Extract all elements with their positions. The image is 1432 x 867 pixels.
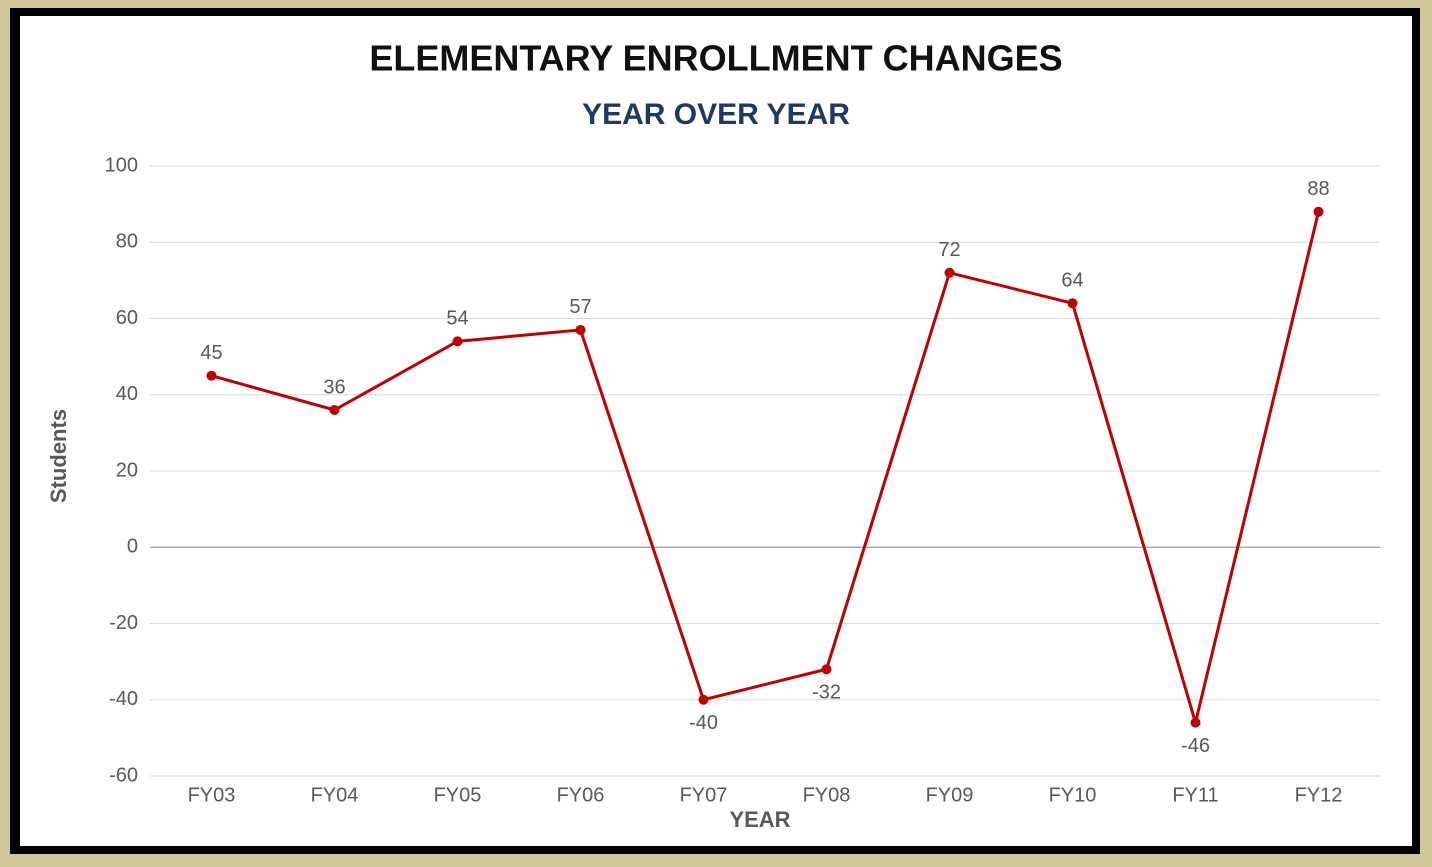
point (821, 664, 832, 675)
point (206, 370, 217, 381)
point (329, 405, 340, 415)
line (211, 211, 1320, 729)
x-tick-label: FY08 (803, 784, 851, 806)
x-tick-label: FY05 (434, 784, 482, 806)
point (452, 336, 463, 347)
y-tick-label: -20 (109, 612, 138, 634)
y-tick-label: -40 (109, 688, 138, 710)
y-tick-label: 20 (116, 459, 138, 481)
y-axis-title: Students (46, 409, 71, 503)
point (575, 324, 586, 335)
data-label: 36 (323, 376, 345, 398)
chart: ELEMENTARY ENROLLMENT CHANGES YEAR OVER … (20, 16, 1412, 846)
data-label: -40 (689, 712, 718, 734)
point (698, 694, 709, 705)
point (1067, 298, 1078, 309)
data-label: 54 (446, 308, 468, 330)
y-tick-label: -60 (109, 764, 138, 786)
x-tick-label: FY07 (680, 784, 728, 806)
point (1313, 206, 1324, 217)
chart-subtitle: YEAR OVER YEAR (582, 98, 850, 131)
data-label: -32 (812, 682, 841, 704)
x-tick-label: FY09 (926, 784, 974, 806)
x-tick-label: FY10 (1049, 784, 1097, 806)
data-label: 64 (1061, 270, 1083, 292)
data-label: 72 (938, 239, 960, 261)
x-axis-title: YEAR (729, 807, 790, 832)
y-tick-label: 80 (116, 231, 138, 253)
x-tick-label: FY12 (1295, 784, 1343, 806)
x-tick-label: FY11 (1172, 784, 1218, 806)
y-tick-label: 40 (116, 383, 138, 405)
x-tick-label: FY06 (557, 784, 605, 806)
y-tick-label: 0 (127, 536, 138, 558)
y-tick-label: 60 (116, 307, 138, 329)
chart-title: ELEMENTARY ENROLLMENT CHANGES (369, 38, 1062, 79)
data-label: -46 (1181, 735, 1210, 757)
chart-background (20, 16, 1412, 846)
x-tick-label: FY04 (311, 784, 359, 806)
point (1190, 717, 1201, 728)
y-tick-label: 100 (105, 154, 138, 176)
point (944, 267, 955, 278)
data-label: 45 (200, 342, 222, 364)
data-label: 88 (1307, 178, 1329, 200)
data-label: 57 (569, 296, 591, 318)
x-tick-label: FY03 (188, 784, 236, 806)
